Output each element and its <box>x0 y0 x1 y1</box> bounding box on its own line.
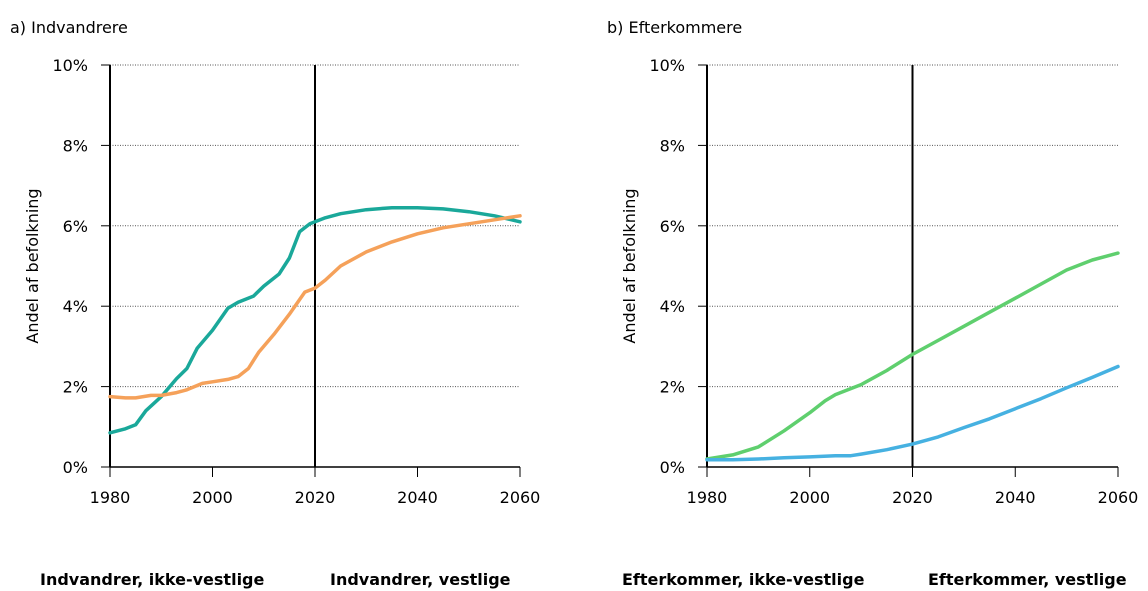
x-tick-label: 2060 <box>1098 488 1139 507</box>
y-axis-label: Andel af befolkning <box>23 188 42 343</box>
data-line <box>705 251 1120 461</box>
data-line <box>108 205 522 435</box>
y-tick-label: 10% <box>52 56 88 75</box>
y-tick-label: 0% <box>660 458 685 477</box>
x-tick-label: 2040 <box>995 488 1036 507</box>
x-tick-label: 2020 <box>295 488 336 507</box>
y-tick-label: 2% <box>63 378 88 397</box>
x-tick-label: 1980 <box>687 488 728 507</box>
y-tick-label: 6% <box>660 217 685 236</box>
x-tick-label: 2000 <box>789 488 830 507</box>
legend-entry: Indvandrer, vestlige <box>330 570 511 589</box>
legend-entry: Indvandrer, ikke-vestlige <box>40 570 265 589</box>
x-tick-label: 2000 <box>192 488 233 507</box>
y-tick-label: 8% <box>660 136 685 155</box>
legend-entry: Efterkommer, ikke-vestlige <box>622 570 865 589</box>
y-tick-label: 2% <box>660 378 685 397</box>
y-tick-label: 8% <box>63 136 88 155</box>
panel-title: a) Indvandrere <box>10 18 128 37</box>
data-line <box>705 364 1120 462</box>
x-tick-label: 2060 <box>500 488 541 507</box>
y-tick-label: 6% <box>63 217 88 236</box>
y-tick-label: 4% <box>63 297 88 316</box>
x-tick-label: 1980 <box>90 488 131 507</box>
y-tick-label: 4% <box>660 297 685 316</box>
y-tick-label: 10% <box>649 56 685 75</box>
x-tick-label: 2020 <box>892 488 933 507</box>
legend-entry: Efterkommer, vestlige <box>928 570 1127 589</box>
x-tick-label: 2040 <box>397 488 438 507</box>
panel-title: b) Efterkommere <box>607 18 742 37</box>
data-line <box>108 214 522 400</box>
y-tick-label: 0% <box>63 458 88 477</box>
y-axis-label: Andel af befolkning <box>620 188 639 343</box>
